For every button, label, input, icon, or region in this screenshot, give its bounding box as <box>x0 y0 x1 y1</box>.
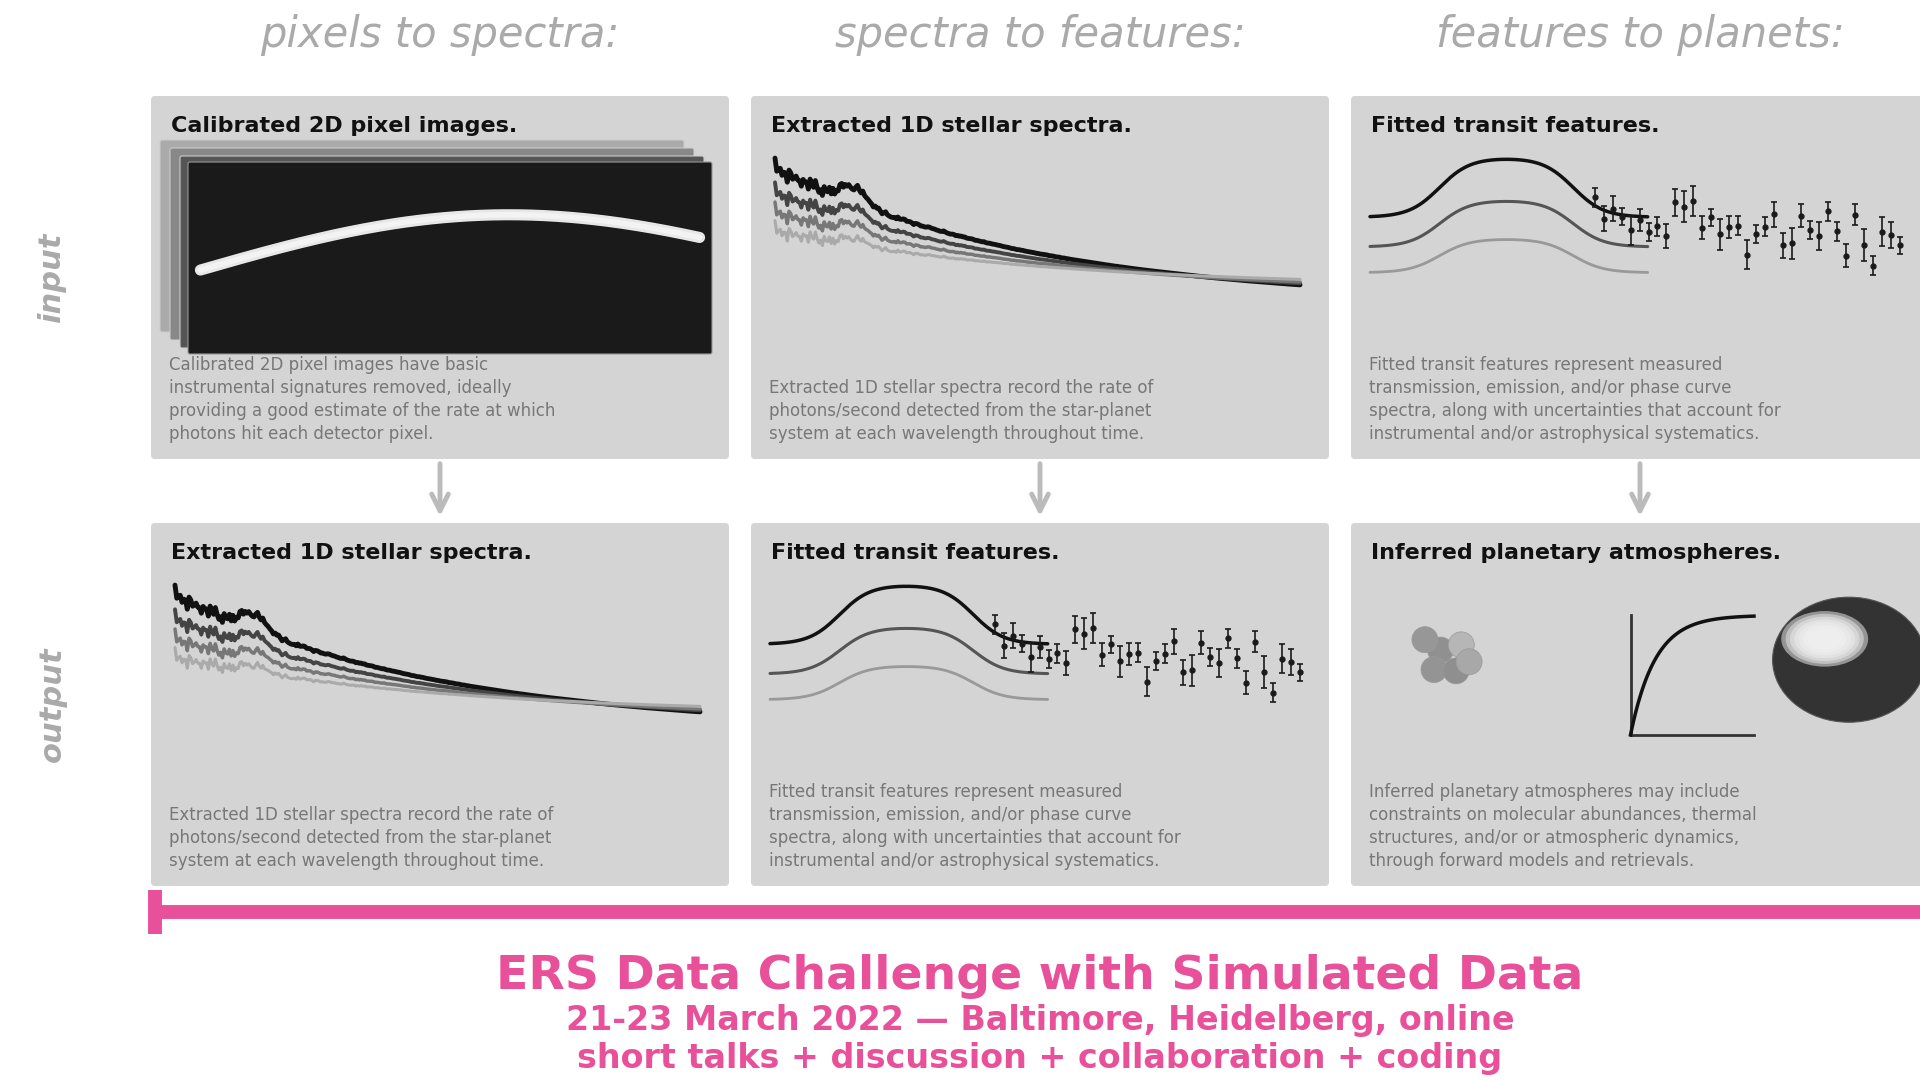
FancyBboxPatch shape <box>1352 523 1920 886</box>
FancyBboxPatch shape <box>751 523 1329 886</box>
Ellipse shape <box>1772 597 1920 723</box>
FancyBboxPatch shape <box>180 156 705 348</box>
Circle shape <box>1411 626 1438 652</box>
Circle shape <box>1444 658 1469 684</box>
Circle shape <box>1421 657 1448 683</box>
Text: Extracted 1D stellar spectra record the rate of
photons/second detected from the: Extracted 1D stellar spectra record the … <box>770 379 1154 443</box>
Ellipse shape <box>1803 625 1847 652</box>
Text: Fitted transit features represent measured
transmission, emission, and/or phase : Fitted transit features represent measur… <box>1369 356 1780 443</box>
Text: output: output <box>38 647 67 762</box>
Text: short talks + discussion + collaboration + coding: short talks + discussion + collaboration… <box>578 1042 1503 1075</box>
Text: Extracted 1D stellar spectra.: Extracted 1D stellar spectra. <box>171 543 532 563</box>
Text: Extracted 1D stellar spectra.: Extracted 1D stellar spectra. <box>772 116 1133 136</box>
FancyBboxPatch shape <box>1352 96 1920 459</box>
Text: Calibrated 2D pixel images.: Calibrated 2D pixel images. <box>171 116 516 136</box>
FancyBboxPatch shape <box>188 162 712 354</box>
FancyBboxPatch shape <box>171 148 693 340</box>
Circle shape <box>1427 637 1453 663</box>
Text: input: input <box>38 232 67 323</box>
Ellipse shape <box>1799 622 1851 656</box>
Ellipse shape <box>1795 620 1855 659</box>
Text: Fitted transit features.: Fitted transit features. <box>772 543 1060 563</box>
Text: Calibrated 2D pixel images have basic
instrumental signatures removed, ideally
p: Calibrated 2D pixel images have basic in… <box>169 356 555 443</box>
Text: 21-23 March 2022 — Baltimore, Heidelberg, online: 21-23 March 2022 — Baltimore, Heidelberg… <box>566 1004 1515 1037</box>
FancyBboxPatch shape <box>152 523 730 886</box>
Ellipse shape <box>1789 617 1859 661</box>
Ellipse shape <box>1807 627 1841 650</box>
Ellipse shape <box>1782 611 1868 666</box>
Text: pixels to spectra:: pixels to spectra: <box>261 14 620 56</box>
Ellipse shape <box>1812 631 1837 647</box>
Text: Inferred planetary atmospheres.: Inferred planetary atmospheres. <box>1371 543 1782 563</box>
FancyBboxPatch shape <box>159 140 684 332</box>
Text: features to planets:: features to planets: <box>1436 14 1845 56</box>
Text: Inferred planetary atmospheres may include
constraints on molecular abundances, : Inferred planetary atmospheres may inclu… <box>1369 783 1757 870</box>
Circle shape <box>1448 632 1475 658</box>
FancyBboxPatch shape <box>152 96 730 459</box>
FancyBboxPatch shape <box>751 96 1329 459</box>
Text: Fitted transit features represent measured
transmission, emission, and/or phase : Fitted transit features represent measur… <box>770 783 1181 870</box>
Text: ERS Data Challenge with Simulated Data: ERS Data Challenge with Simulated Data <box>495 954 1584 999</box>
Text: Fitted transit features.: Fitted transit features. <box>1371 116 1659 136</box>
Text: spectra to features:: spectra to features: <box>835 14 1246 56</box>
Circle shape <box>1455 649 1482 675</box>
Text: Extracted 1D stellar spectra record the rate of
photons/second detected from the: Extracted 1D stellar spectra record the … <box>169 806 553 870</box>
Ellipse shape <box>1786 613 1864 664</box>
